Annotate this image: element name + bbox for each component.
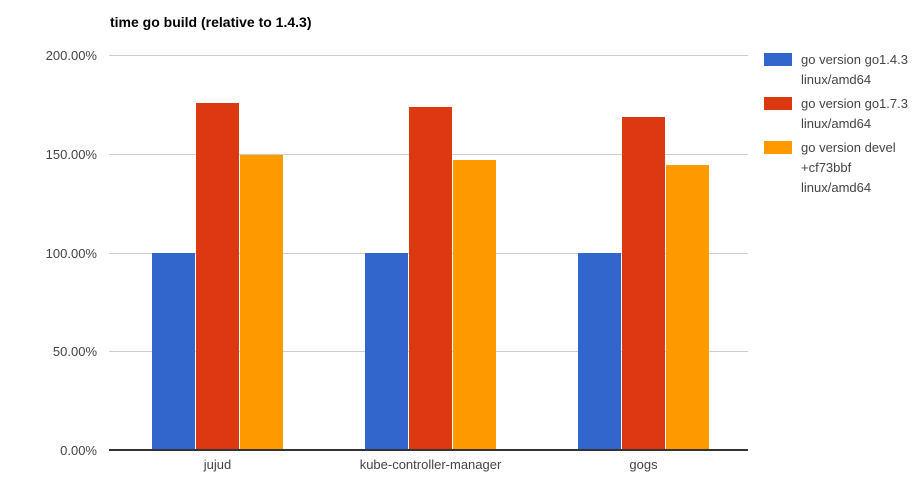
legend-label: go version go1.7.3 linux/amd64 (801, 96, 908, 131)
legend-item-series2: go version go1.7.3 linux/amd64 (764, 94, 920, 134)
bar-gogs-series3[interactable] (666, 165, 709, 450)
gridline (109, 55, 748, 56)
x-tick-label-gogs: gogs (629, 457, 658, 472)
plot-area (109, 55, 748, 451)
legend-swatch-icon (764, 97, 792, 110)
y-tick-label-5000: 50.00% (52, 344, 97, 360)
bar-gogs-series2[interactable] (622, 117, 665, 450)
legend: go version go1.4.3 linux/amd64 go version… (764, 50, 920, 202)
x-tick-label-jujud: jujud (203, 457, 232, 472)
bar-jujud-series1[interactable] (152, 252, 195, 450)
bar-jujud-series3[interactable] (240, 155, 283, 450)
legend-label: go version devel +cf73bbf linux/amd64 (801, 140, 896, 195)
x-axis-baseline (109, 449, 748, 451)
y-tick-label-20000: 200.00% (45, 48, 97, 63)
y-tick-label-15000: 150.00% (45, 146, 97, 162)
legend-item-series3: go version devel +cf73bbf linux/amd64 (764, 138, 920, 198)
legend-item-series1: go version go1.4.3 linux/amd64 (764, 50, 920, 90)
chart-title: time go build (relative to 1.4.3) (110, 14, 312, 30)
legend-label: go version go1.4.3 linux/amd64 (801, 52, 908, 87)
y-tick-label-10000: 100.00% (45, 245, 97, 261)
bar-kube-controller-manager-series2[interactable] (409, 106, 452, 450)
bar-jujud-series2[interactable] (196, 102, 239, 450)
legend-swatch-icon (764, 53, 792, 66)
y-tick-label-000: 0.00% (60, 443, 97, 458)
legend-swatch-icon (764, 141, 792, 154)
bar-kube-controller-manager-series3[interactable] (453, 159, 496, 450)
bar-gogs-series1[interactable] (578, 252, 621, 450)
bar-kube-controller-manager-series1[interactable] (365, 252, 408, 450)
x-tick-label-kube-controller-manager: kube-controller-manager (359, 457, 502, 472)
